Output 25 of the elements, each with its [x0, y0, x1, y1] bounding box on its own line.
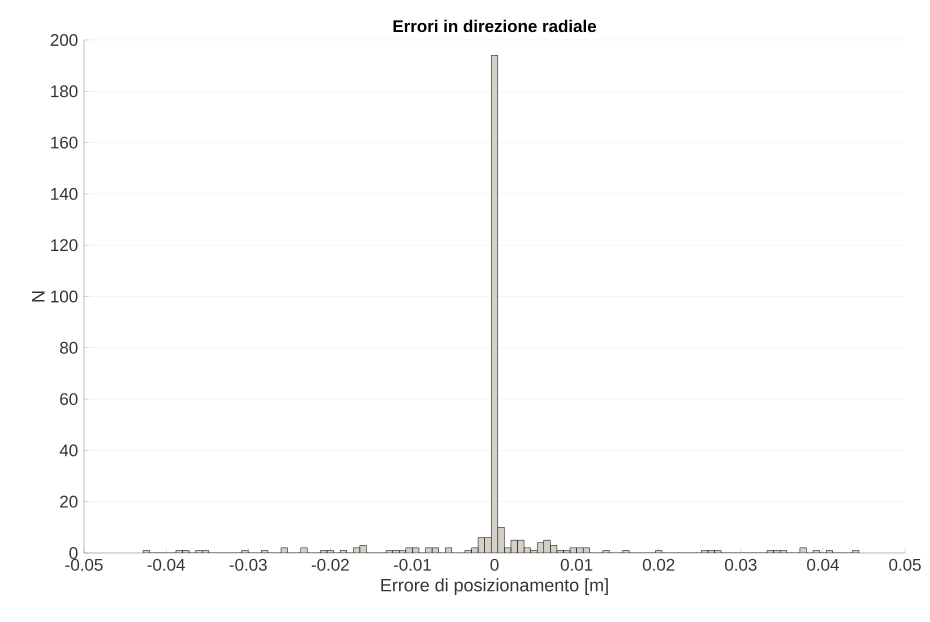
y-tick-label: 140 — [51, 188, 78, 200]
y-tick-label: 80 — [60, 342, 78, 354]
x-tick-label: -0.03 — [230, 558, 267, 571]
x-axis-title: Errore di posizionamento [m] — [381, 578, 608, 596]
y-tick-label: 100 — [51, 290, 78, 302]
y-axis-title: N — [32, 291, 44, 302]
x-tick-label: 0.04 — [807, 558, 839, 571]
y-tick-label: 40 — [60, 444, 78, 456]
x-tick-label: 0 — [490, 558, 499, 571]
x-tick-label: 0.02 — [642, 558, 674, 571]
x-tick-label: 0.03 — [724, 558, 757, 571]
x-tick-label: -0.02 — [312, 558, 349, 571]
x-tick-label: -0.04 — [148, 558, 185, 571]
y-tick-label: 0 — [69, 546, 78, 559]
y-tick-label: 20 — [60, 496, 78, 508]
y-tick-label: 200 — [50, 34, 78, 46]
y-tick-label: 60 — [60, 393, 78, 406]
x-tick-label: 0.05 — [889, 558, 921, 571]
x-tick-label: 0.01 — [560, 558, 592, 571]
y-tick-label: 160 — [51, 136, 78, 149]
y-tick-label: 180 — [51, 85, 78, 98]
chart-title: Errori in direzione radiale — [394, 20, 596, 32]
x-tick-label: -0.01 — [394, 558, 431, 571]
x-tick-label: -0.05 — [65, 558, 103, 571]
y-tick-label: 120 — [51, 239, 78, 252]
